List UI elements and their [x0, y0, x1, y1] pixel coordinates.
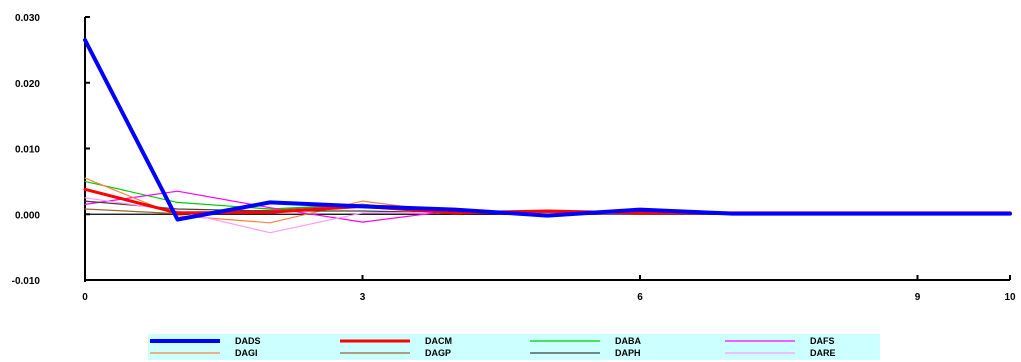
series-line-dads — [83, 38, 1012, 222]
x-tick-label: 10 — [1004, 292, 1016, 303]
y-tick-label: -0.010 — [12, 276, 41, 287]
x-tick-label: 6 — [637, 292, 643, 303]
series-line-daba — [84, 180, 1011, 214]
y-tick-label: 0.030 — [15, 13, 40, 24]
x-tick-label: 3 — [360, 292, 366, 303]
legend-label-daba: DABA — [615, 336, 641, 346]
legend-label-dare: DARE — [810, 348, 836, 358]
legend-label-dads: DADS — [235, 336, 261, 346]
legend-box — [148, 334, 880, 360]
y-tick-label: 0.010 — [15, 145, 40, 156]
legend: DADS DACM DABA DAFS DAGI DAGP DAPH DARE — [148, 334, 880, 360]
legend-label-dacm: DACM — [425, 336, 452, 346]
y-tick-label: 0.000 — [15, 210, 40, 221]
series-lines — [83, 38, 1012, 234]
y-tick-label: 0.020 — [15, 79, 40, 90]
axes: 0.030 0.020 0.010 0.000 -0.010 0 3 6 9 10 — [12, 13, 1016, 303]
legend-label-daph: DAPH — [615, 348, 641, 358]
legend-label-dafs: DAFS — [810, 336, 835, 346]
x-tick-label: 9 — [915, 292, 921, 303]
legend-label-dagp: DAGP — [425, 348, 451, 358]
x-tick-label: 0 — [82, 292, 88, 303]
legend-label-dagi: DAGI — [235, 348, 258, 358]
